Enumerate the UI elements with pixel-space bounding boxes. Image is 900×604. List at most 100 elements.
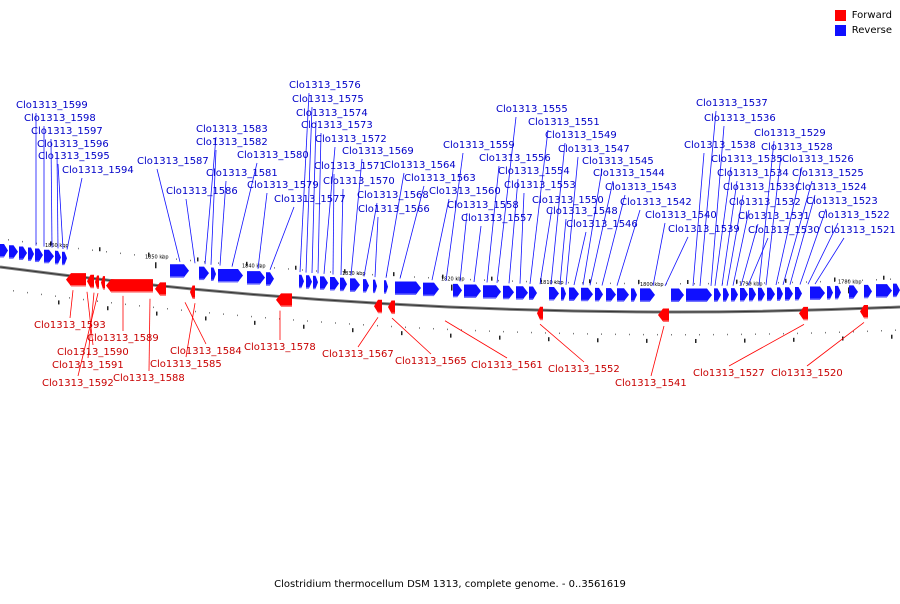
forward-gene-label: Clo1313_1584 [170, 346, 242, 357]
minor-tick [111, 302, 112, 304]
minor-tick [671, 333, 672, 336]
reverse-leader-line [399, 185, 425, 279]
reverse-swatch [834, 25, 846, 36]
minor-tick [13, 290, 14, 292]
reverse-gene-shade [247, 283, 260, 285]
reverse-gene-arrow [777, 287, 783, 301]
major-tick [687, 279, 689, 284]
reverse-gene-label: Clo1313_1529 [754, 128, 826, 139]
legend-reverse: Reverse [834, 23, 892, 38]
forward-leader-line [391, 317, 432, 355]
minor-tick [251, 315, 252, 318]
forward-gene-label: Clo1313_1592 [42, 378, 114, 389]
major-tick [295, 265, 297, 270]
minor-tick [279, 318, 280, 320]
reverse-gene-shade [876, 296, 887, 298]
minor-tick [517, 331, 518, 333]
reverse-gene-label: Clo1313_1599 [16, 100, 88, 111]
minor-tick [92, 249, 93, 251]
reverse-leader-line [652, 222, 666, 287]
reverse-leader-line [710, 125, 725, 286]
minor-tick [484, 279, 485, 281]
reverse-gene-label: Clo1313_1570 [323, 176, 395, 187]
reverse-gene-shade [549, 299, 554, 301]
gene-labels: Clo1313_1599 Clo1313_1598 Clo1313_1597 Clo1… [16, 80, 896, 389]
reverse-gene-label: Clo1313_1549 [545, 130, 617, 141]
minor-tick [22, 240, 23, 243]
reverse-leader-line [459, 212, 468, 282]
major-tick [785, 278, 787, 283]
reverse-gene-arrow [363, 279, 369, 293]
minor-tick [666, 282, 667, 285]
minor-tick [867, 330, 868, 333]
reverse-gene-arrow [306, 275, 312, 289]
major-tick [695, 338, 697, 343]
reverse-gene-shade [740, 300, 744, 302]
reverse-gene-shade [714, 300, 718, 302]
reverse-gene-shade [44, 261, 49, 264]
reverse-leader-line [486, 165, 500, 283]
reverse-gene-arrow [299, 274, 304, 288]
forward-swatch [834, 10, 846, 21]
forward-gene-arrow [106, 279, 153, 293]
reverse-gene-label: Clo1313_1531 [738, 211, 810, 222]
minor-tick [83, 298, 84, 301]
minor-tick [293, 319, 294, 321]
minor-tick [876, 279, 877, 281]
reverse-gene-shade [199, 278, 204, 281]
scale-label: 1850 kbp [145, 254, 169, 260]
minor-tick [125, 303, 126, 306]
minor-tick [41, 293, 42, 296]
minor-tick [288, 268, 289, 270]
reverse-gene-arrow [758, 287, 765, 301]
forward-gene-arrow [95, 275, 99, 289]
reverse-gene-arrow [686, 288, 712, 302]
major-tick [589, 279, 591, 284]
reverse-gene-arrow [767, 287, 775, 301]
forward-leader-line [539, 323, 585, 363]
reverse-gene-label: Clo1313_1594 [62, 165, 134, 176]
major-tick [597, 338, 599, 343]
minor-tick [405, 326, 406, 329]
major-tick [891, 334, 893, 339]
major-tick [303, 324, 305, 329]
minor-tick [568, 281, 569, 284]
forward-leader-line [148, 298, 151, 372]
forward-gene-label: Clo1313_1589 [87, 333, 159, 344]
reverse-gene-shade [299, 286, 302, 289]
forward-gene-arrow [66, 273, 86, 287]
forward-gene-label: Clo1313_1541 [615, 378, 687, 389]
reverse-gene-label: Clo1313_1523 [806, 196, 878, 207]
forward-gene-shade [391, 312, 395, 315]
minor-tick [680, 282, 681, 285]
reverse-gene-shade [313, 287, 316, 290]
forward-gene-shade [103, 288, 105, 290]
reverse-leader-line [789, 194, 816, 285]
minor-tick [489, 330, 490, 332]
reverse-leader-line [814, 237, 845, 285]
reverse-leader-line [573, 231, 587, 286]
minor-tick [820, 280, 821, 283]
reverse-gene-arrow [876, 284, 892, 298]
reverse-gene-label: Clo1313_1560 [429, 186, 501, 197]
minor-tick [372, 273, 373, 276]
reverse-gene-label: Clo1313_1526 [782, 154, 854, 165]
minor-tick [685, 333, 686, 336]
major-tick [744, 338, 746, 343]
reverse-gene-shade [606, 300, 611, 302]
reverse-gene-shade [777, 299, 780, 301]
reverse-gene-arrow [785, 287, 793, 301]
minor-tick [69, 297, 70, 299]
reverse-leader-line [50, 138, 53, 248]
minor-tick [839, 331, 840, 334]
reverse-gene-shade [320, 288, 324, 290]
major-tick [148, 252, 150, 257]
reverse-gene-shade [671, 300, 679, 302]
minor-tick [769, 333, 770, 335]
reverse-leader-line [740, 223, 759, 286]
reverse-gene-label: Clo1313_1574 [296, 108, 368, 119]
forward-gene-label: Clo1313_1565 [395, 356, 467, 367]
reverse-gene-label: Clo1313_1524 [795, 182, 867, 193]
reverse-gene-label: Clo1313_1582 [196, 137, 268, 148]
